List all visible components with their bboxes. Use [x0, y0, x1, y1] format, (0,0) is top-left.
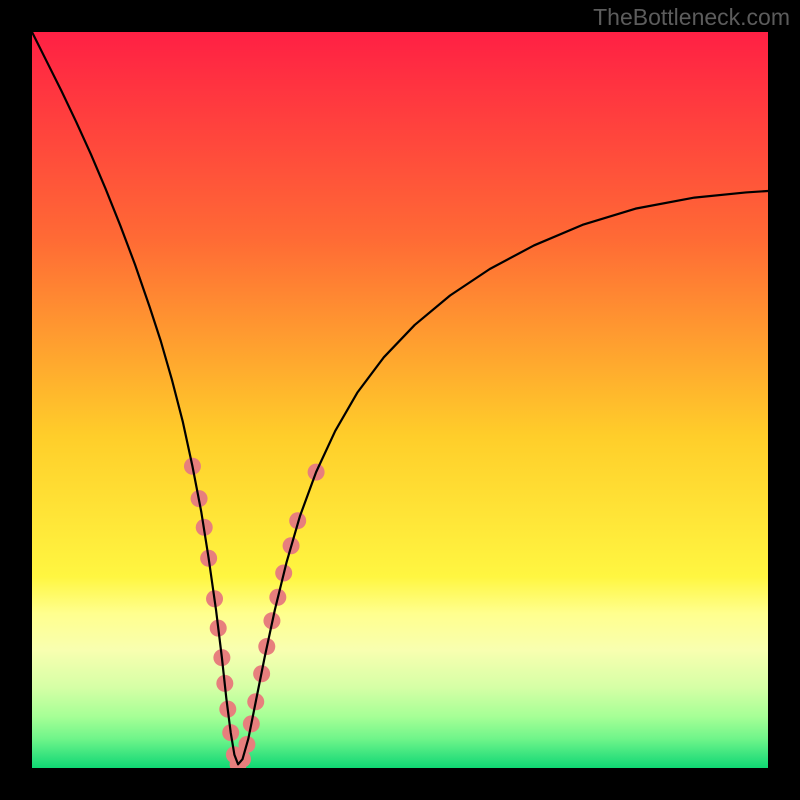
chart-watermark: TheBottleneck.com — [593, 4, 790, 31]
chart-svg — [0, 0, 800, 800]
bottleneck-chart: TheBottleneck.com — [0, 0, 800, 800]
